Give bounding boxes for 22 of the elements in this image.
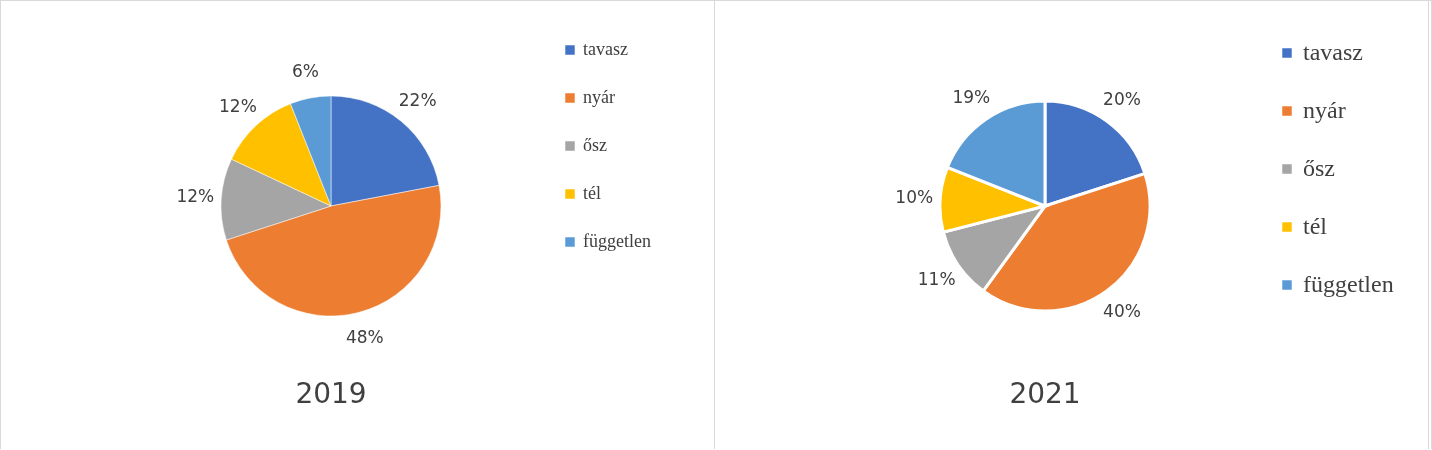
data-label: 40%: [1103, 300, 1141, 321]
data-label: 12%: [176, 186, 215, 207]
legend-label: tél: [1303, 213, 1328, 239]
legend-label: független: [583, 231, 651, 251]
legend-label: ősz: [1303, 155, 1335, 181]
legend-label: ősz: [583, 135, 607, 155]
legend-label: független: [1303, 271, 1394, 297]
legend-label: tél: [583, 183, 601, 203]
legend-label: nyár: [583, 87, 615, 107]
data-label: 6%: [292, 61, 320, 82]
data-label: 19%: [952, 86, 991, 107]
legend-label: tavasz: [1303, 39, 1363, 65]
text: 2021: [1009, 377, 1081, 410]
text: 2019: [295, 377, 367, 410]
data-label: 48%: [345, 326, 384, 347]
data-label: 22%: [398, 90, 437, 111]
data-label: 12%: [219, 95, 257, 116]
data-label: 11%: [917, 268, 956, 289]
legend-label: nyár: [1303, 97, 1346, 123]
legend-label: tavasz: [583, 39, 628, 59]
data-label: 10%: [895, 186, 934, 207]
data-label: 20%: [1103, 89, 1141, 110]
